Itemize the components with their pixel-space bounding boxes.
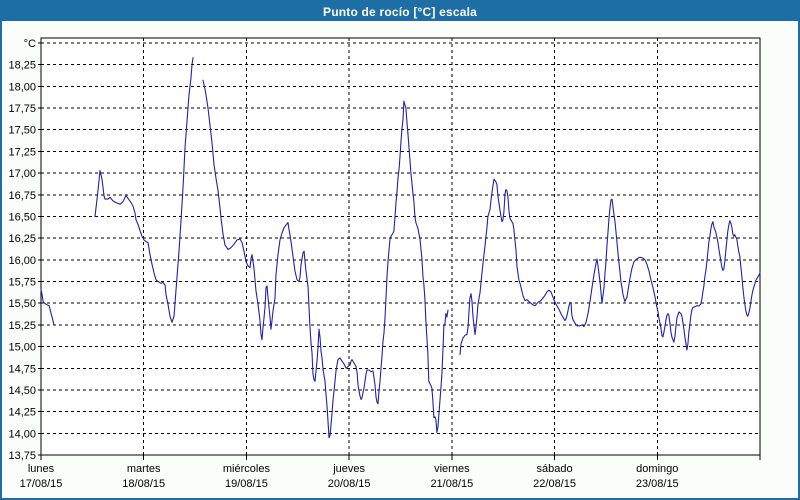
y-tick-label: 15,75 — [8, 277, 36, 289]
x-day-label: miércoles — [223, 463, 271, 475]
y-tick-label: 16,75 — [8, 190, 36, 202]
y-axis-unit-label: °C — [24, 38, 36, 50]
x-date-label: 23/08/15 — [636, 478, 679, 490]
window-title: Punto de rocío [°C] escala — [322, 4, 478, 19]
x-date-label: 18/08/15 — [122, 478, 165, 490]
dew-point-series-segment — [40, 288, 55, 326]
dew-point-series-segment — [459, 178, 761, 355]
x-day-label: lunes — [28, 463, 55, 475]
y-tick-label: 13,75 — [8, 450, 36, 462]
y-tick-label: 14,00 — [8, 428, 36, 440]
x-day-label: sábado — [537, 463, 573, 475]
y-tick-label: 17,50 — [8, 125, 36, 137]
title-bar: Punto de rocío [°C] escala — [2, 2, 798, 21]
y-tick-label: 18,00 — [8, 81, 36, 93]
y-tick-label: 15,25 — [8, 320, 36, 332]
y-tick-label: 16,00 — [8, 255, 36, 267]
y-tick-label: 17,25 — [8, 146, 36, 158]
y-tick-label: 18,25 — [8, 60, 36, 72]
x-day-label: jueves — [332, 463, 365, 475]
x-date-label: 17/08/15 — [20, 478, 63, 490]
y-tick-label: 15,00 — [8, 342, 36, 354]
y-tick-label: 14,25 — [8, 407, 36, 419]
y-tick-label: 17,00 — [8, 168, 36, 180]
x-day-label: domingo — [636, 463, 678, 475]
x-date-label: 19/08/15 — [225, 478, 268, 490]
y-tick-label: 17,75 — [8, 103, 36, 115]
dew-point-series-segment — [94, 57, 194, 323]
dew-point-series-segment — [202, 79, 449, 439]
y-tick-label: 14,75 — [8, 363, 36, 375]
plot-background — [41, 38, 760, 455]
x-date-label: 21/08/15 — [430, 478, 473, 490]
y-tick-label: 15,50 — [8, 298, 36, 310]
x-date-label: 20/08/15 — [328, 478, 371, 490]
x-day-label: martes — [127, 463, 161, 475]
dew-point-line-chart: °C 18,25 18,00 17,75 17,50 17,25 17,00 16,75 16,… — [8, 37, 761, 490]
y-tick-label: 16,50 — [8, 211, 36, 223]
plot-border — [40, 37, 761, 456]
y-tick-label: 14,50 — [8, 385, 36, 397]
chart-canvas: °C 18,25 18,00 17,75 17,50 17,25 17,00 16,75 16,… — [2, 21, 798, 498]
x-date-label: 22/08/15 — [533, 478, 576, 490]
x-day-label: viernes — [434, 463, 470, 475]
y-tick-label: 16,25 — [8, 233, 36, 245]
